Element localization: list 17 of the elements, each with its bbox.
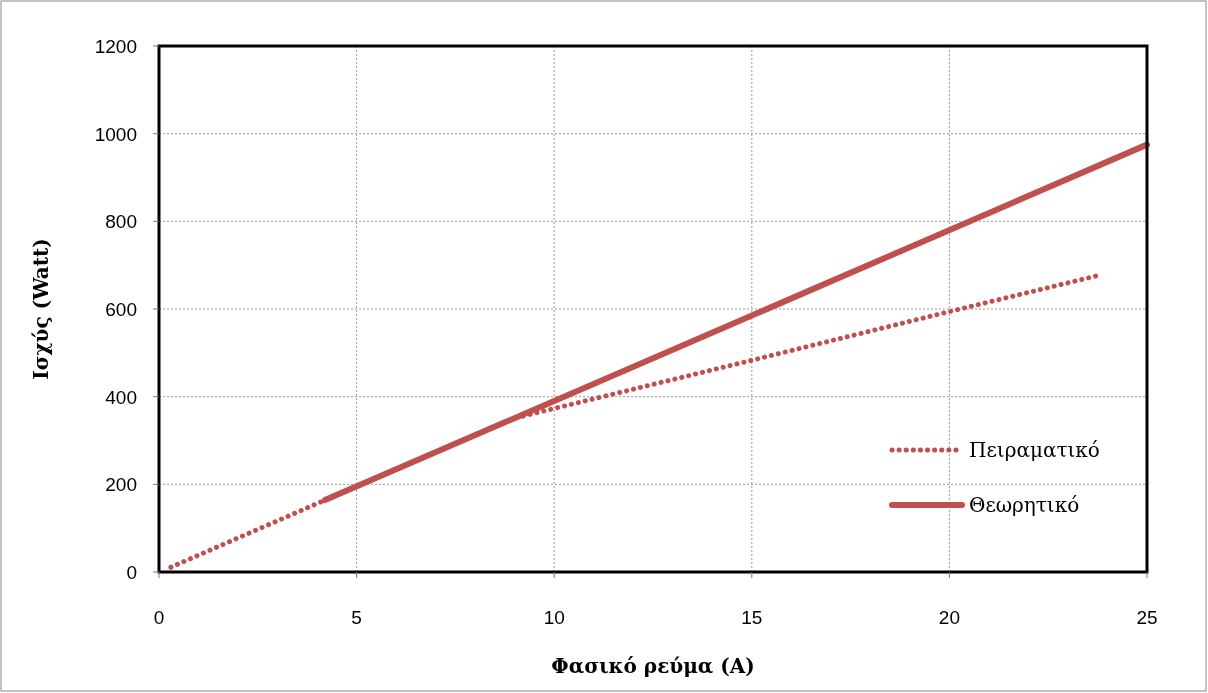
- y-tick-label: 1200: [94, 36, 137, 57]
- x-tick-label: 25: [1136, 607, 1158, 628]
- legend-label: Πειραματικό: [969, 438, 1100, 462]
- y-tick-label: 1000: [94, 123, 137, 145]
- x-tick-label: 5: [351, 607, 362, 628]
- y-axis-title: Ισχύς (Watt): [29, 238, 53, 380]
- x-tick-label: 20: [938, 607, 960, 628]
- x-tick-label: 0: [153, 607, 165, 628]
- y-tick-label: 0: [126, 562, 137, 583]
- y-tick-label: 800: [105, 211, 137, 233]
- x-tick-label: 10: [543, 607, 565, 628]
- y-tick-label: 600: [105, 299, 137, 320]
- y-tick-label: 400: [105, 386, 137, 408]
- y-tick-label: 200: [105, 474, 137, 496]
- x-tick-label: 15: [741, 607, 763, 628]
- legend-label: Θεωρητικό: [969, 493, 1080, 517]
- x-axis-title: Φασικό ρεύμα (A): [551, 654, 755, 678]
